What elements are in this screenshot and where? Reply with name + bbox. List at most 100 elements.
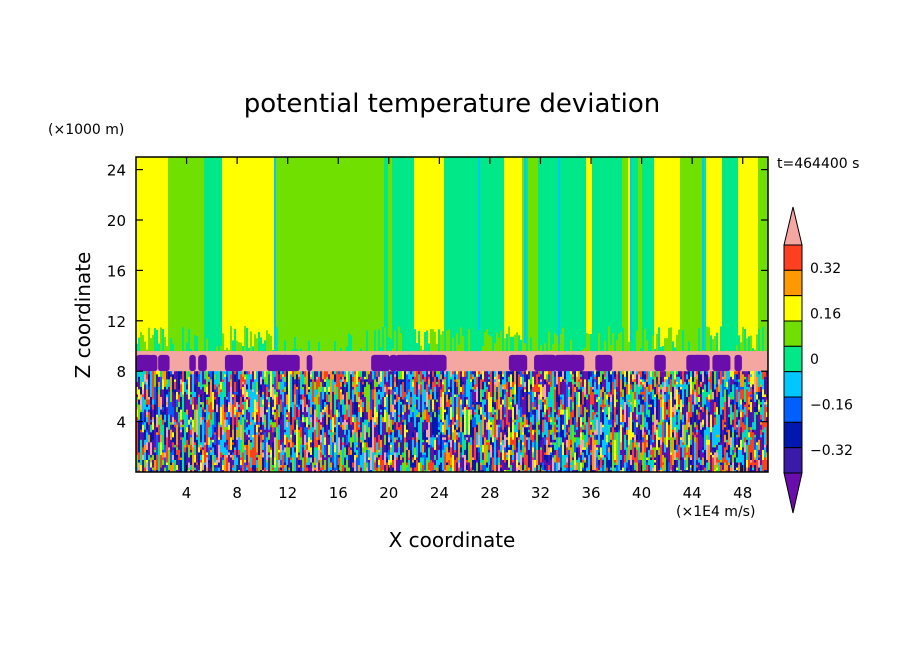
convective-cell (216, 431, 219, 435)
convective-cell (204, 444, 207, 448)
convective-cell (148, 466, 151, 471)
convective-cell (214, 459, 217, 463)
convective-cell (228, 414, 231, 418)
convective-cell (164, 401, 167, 405)
convective-cell (208, 409, 211, 413)
convective-cell (140, 434, 143, 438)
convective-cell (206, 373, 209, 377)
convective-cell (156, 378, 159, 382)
convective-cell (136, 421, 139, 425)
upper-cell (406, 341, 409, 352)
convective-cell (200, 371, 203, 375)
convective-cell (262, 376, 265, 380)
convective-cell (172, 401, 175, 405)
convective-cell (178, 371, 181, 375)
convective-cell (222, 416, 225, 420)
convective-cell (224, 451, 227, 455)
convective-cell (202, 381, 205, 385)
convective-cell (196, 414, 199, 418)
convective-cell (190, 409, 193, 413)
convective-cell (190, 431, 193, 435)
upper-cell (216, 346, 219, 352)
convective-cell (214, 371, 217, 375)
convective-cell (256, 419, 259, 423)
upper-cell (438, 329, 441, 352)
convective-cell (156, 429, 159, 433)
convective-cell (208, 388, 211, 392)
convective-cell (262, 429, 265, 433)
convective-cell (210, 464, 213, 468)
convective-cell (136, 371, 139, 375)
upper-cell (444, 346, 447, 352)
upper-cell (448, 329, 451, 352)
convective-cell (246, 436, 249, 440)
upper-cell (538, 350, 541, 352)
convective-cell (240, 441, 243, 445)
upper-cell (658, 327, 661, 352)
convective-cell (194, 401, 197, 405)
convective-cell (208, 378, 211, 382)
convective-cell (160, 376, 163, 380)
convective-cell (200, 373, 203, 377)
convective-cell (208, 461, 211, 466)
convective-cell (228, 403, 231, 408)
convective-cell (174, 451, 177, 455)
convective-cell (136, 444, 139, 448)
convective-cell (226, 403, 229, 408)
upper-cell (322, 326, 325, 352)
convective-cell (186, 373, 189, 377)
upper-cell (354, 342, 357, 352)
upper-cell (412, 157, 415, 349)
convective-cell (256, 406, 259, 410)
convective-cell (206, 403, 209, 408)
convective-cell (196, 403, 199, 408)
convective-cell (140, 381, 143, 385)
convective-cell (204, 398, 207, 403)
convective-cell (218, 419, 221, 423)
convective-cell (214, 388, 217, 392)
upper-cell (584, 347, 587, 352)
convective-cell (158, 459, 161, 463)
convective-cell (180, 444, 183, 448)
convective-cell (246, 411, 249, 415)
convective-cell (190, 406, 193, 410)
convective-cell (214, 469, 217, 472)
convective-cell (244, 371, 247, 375)
convective-cell (148, 431, 151, 435)
convective-cell (140, 391, 143, 395)
upper-cell (570, 339, 573, 352)
convective-cell (178, 424, 181, 428)
upper-cell (360, 348, 363, 352)
convective-cell (156, 431, 159, 435)
convective-cell (166, 403, 169, 408)
convective-cell (232, 381, 235, 385)
convective-cell (202, 459, 205, 463)
convective-cell (190, 441, 193, 445)
convective-cell (258, 426, 261, 430)
convective-cell (198, 391, 201, 395)
convective-cell (142, 459, 145, 463)
convective-cell (208, 419, 211, 423)
convective-cell (208, 396, 211, 400)
convective-cell (240, 378, 243, 382)
convective-cell (168, 391, 171, 395)
convective-cell (138, 469, 141, 472)
convective-cell (208, 436, 211, 440)
upper-cell (532, 328, 535, 352)
convective-cell (136, 466, 139, 471)
convective-cell (182, 419, 185, 423)
convective-cell (204, 451, 207, 455)
convective-cell (142, 444, 145, 448)
upper-cell (544, 157, 547, 344)
convective-cell (244, 449, 247, 453)
upper-cell (378, 157, 381, 330)
convective-cell (200, 466, 203, 471)
upper-cell (166, 346, 169, 352)
convective-cell (188, 381, 191, 385)
convective-cell (256, 431, 259, 435)
convective-cell (230, 401, 233, 405)
convective-cell (234, 416, 237, 420)
convective-cell (144, 396, 147, 400)
convective-cell (246, 439, 249, 443)
convective-cell (260, 371, 263, 375)
